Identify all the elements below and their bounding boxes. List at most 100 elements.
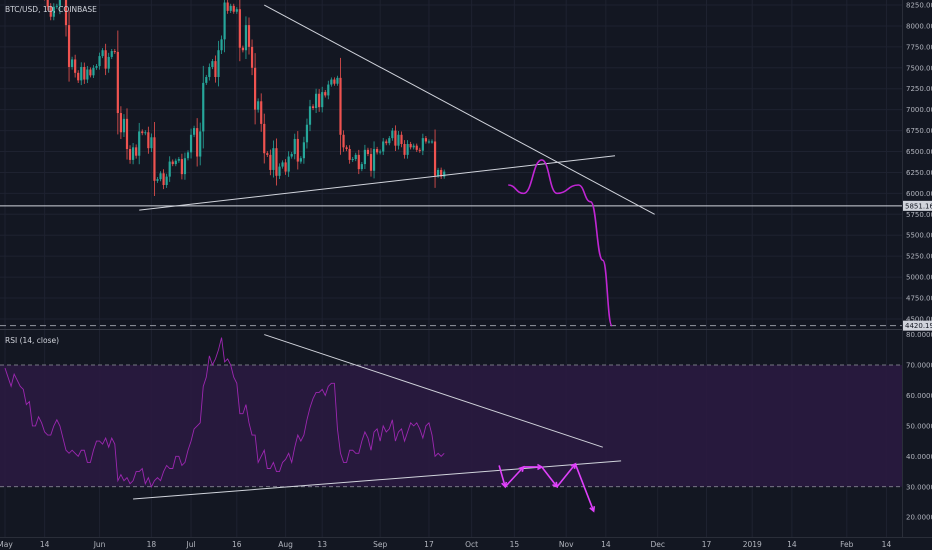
price-tick-label: 4750.00 [906, 295, 932, 303]
candle-body [150, 137, 153, 149]
candle-body [159, 173, 162, 180]
candle-body [83, 66, 86, 80]
candle-body [95, 66, 98, 68]
candle-body [327, 84, 330, 96]
candle-body [101, 50, 104, 57]
rsi-pane-title: RSI (14, close) [5, 336, 59, 345]
rsi-projection-arrowhead [537, 463, 544, 471]
price-label-text: 4420.19 [905, 322, 932, 330]
candle-body [437, 169, 440, 176]
candle-body [235, 9, 238, 12]
time-tick-label: 15 [510, 540, 520, 549]
candle-body [336, 77, 339, 84]
candle-body [311, 106, 315, 108]
candle-body [208, 66, 211, 78]
rsi-tick-label: 30.0000 [906, 483, 932, 491]
candle-body [220, 39, 223, 51]
candle-body [391, 130, 394, 139]
candle-body [388, 138, 391, 144]
price-tick-label: 7500.00 [906, 64, 932, 72]
candle-body [321, 92, 324, 108]
price-pane[interactable] [0, 0, 902, 327]
time-tick-label: Aug [278, 540, 293, 549]
rsi-projection-segment [574, 463, 595, 512]
candle-body [211, 61, 214, 67]
price-tick-label: 4500.00 [906, 315, 932, 323]
candle-body [281, 162, 284, 167]
rsi-tick-label: 50.0000 [906, 422, 932, 430]
candle-body [168, 161, 171, 177]
rsi-projection-segment [504, 466, 525, 488]
candle-body [324, 92, 327, 96]
candle-body [443, 171, 446, 177]
price-tick-label: 6000.00 [906, 190, 932, 198]
rsi-trendline-descending [264, 334, 603, 448]
candle-body [174, 160, 177, 165]
time-tick-label: Dec [650, 540, 665, 549]
candle-body [278, 166, 281, 176]
candlesticks [44, 0, 446, 197]
candle-body [98, 56, 101, 67]
candle-body [430, 141, 434, 143]
candle-body [379, 151, 382, 153]
candle-body [186, 152, 190, 159]
rsi-axis[interactable]: 80.0000 70.0000 60.0000 50.0000 40.0000 30.00… [906, 331, 932, 522]
candle-body [366, 149, 370, 155]
rsi-band [0, 364, 902, 488]
candle-body [80, 66, 83, 81]
price-tick-label: 8250.00 [906, 2, 932, 10]
candle-body [110, 51, 113, 57]
candle-body [196, 128, 199, 157]
candle-body [46, 0, 49, 7]
rsi-projection-arrowhead [589, 506, 596, 513]
candle-body [293, 138, 296, 155]
candle-body [418, 149, 421, 151]
candle-body [162, 173, 165, 186]
candle-body [77, 72, 80, 81]
candle-body [348, 149, 351, 160]
candle-body [376, 149, 379, 153]
candle-body [177, 159, 180, 161]
rsi-band-fill [0, 365, 902, 487]
candle-body [217, 50, 220, 78]
candle-body [55, 5, 58, 7]
candle-body [138, 131, 141, 156]
candle-body [107, 56, 110, 69]
time-tick-label: 14 [40, 540, 50, 549]
price-label-box [903, 200, 932, 211]
rsi-projection-segment [556, 463, 576, 488]
candle-body [308, 106, 312, 125]
candle-body [421, 138, 424, 151]
price-tick-label: 5000.00 [906, 274, 932, 282]
candle-body [205, 77, 208, 83]
candle-body [354, 154, 357, 160]
price-axis[interactable]: 8250.00 8000.00 7750.00 7500.00 7250.00 7000.… [906, 2, 932, 324]
rsi-tick-label: 20.0000 [906, 514, 932, 522]
candle-body [330, 79, 333, 85]
candle-body [403, 143, 406, 155]
rsi-pane[interactable] [0, 334, 902, 513]
time-axis[interactable]: May 14 Jun 18 Jul 16 Aug 13 Sep 17 Oct 15 Nov 14 Dec 17… [0, 540, 891, 549]
candle-body [433, 141, 437, 176]
rsi-line [4, 337, 445, 488]
candle-body [119, 113, 122, 133]
time-tick-label: Jun [93, 540, 106, 549]
price-tick-label: 5750.00 [906, 211, 932, 219]
candle-body [183, 158, 187, 175]
candle-body [122, 118, 126, 133]
rsi-tick-label: 40.0000 [906, 453, 932, 461]
trendline-descending [264, 4, 655, 215]
rsi-tick-label: 70.0000 [906, 362, 932, 370]
candle-body [406, 143, 409, 155]
candle-body [189, 134, 193, 153]
price-tick-label: 5500.00 [906, 232, 932, 240]
candle-body [424, 138, 427, 142]
time-tick-label: 14 [601, 540, 611, 549]
rsi-projection-segment [541, 466, 558, 488]
candle-body [229, 5, 232, 11]
candle-body [372, 149, 376, 171]
candle-body [299, 158, 302, 162]
time-tick-label: May [0, 540, 13, 549]
time-tick-label: 16 [232, 540, 242, 549]
